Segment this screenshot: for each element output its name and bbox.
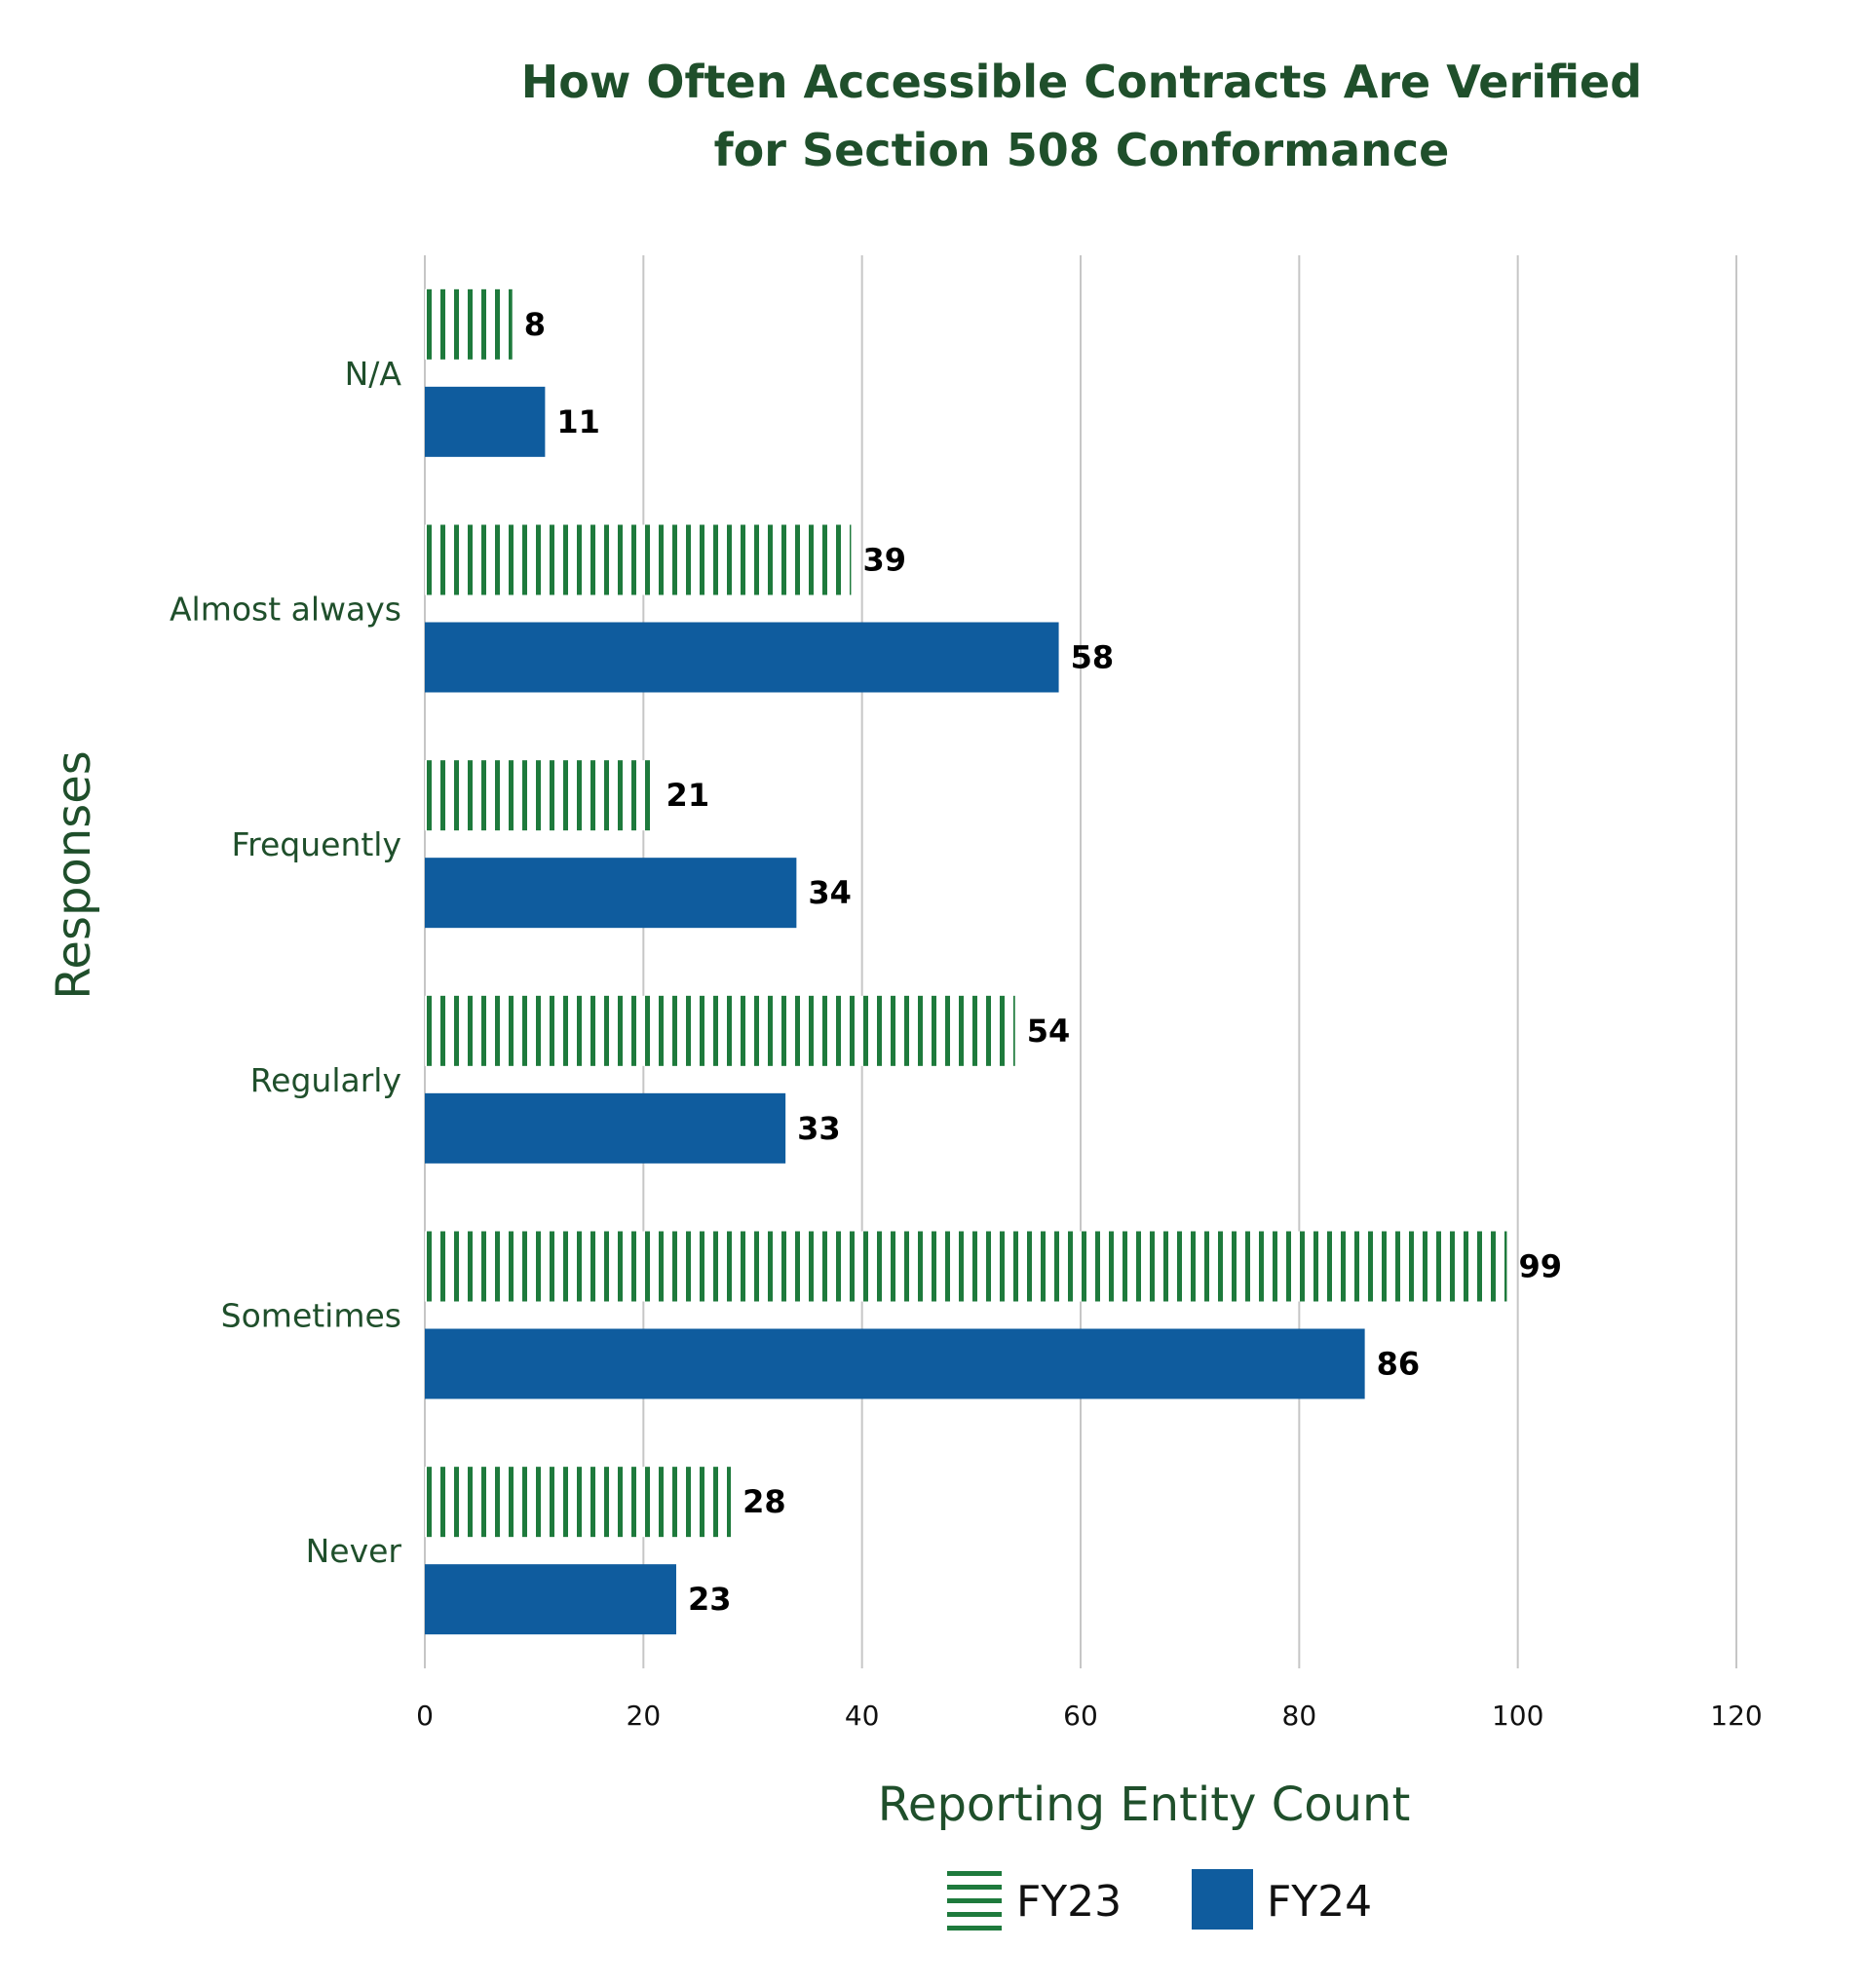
bars bbox=[425, 288, 1507, 1635]
bar-fy24-0 bbox=[425, 386, 546, 457]
category-label: Sometimes bbox=[221, 1297, 401, 1335]
bar-fy23-3 bbox=[425, 995, 1015, 1066]
data-label-fy24-1: 58 bbox=[1071, 639, 1115, 676]
data-label-fy23-4: 99 bbox=[1518, 1248, 1562, 1285]
bar-fy23-2 bbox=[425, 760, 655, 831]
data-label-fy24-0: 11 bbox=[556, 403, 600, 440]
category-labels: N/A Almost always Frequently Regularly Somet… bbox=[170, 355, 401, 1570]
category-label: Never bbox=[306, 1532, 402, 1570]
x-tick-label: 120 bbox=[1710, 1700, 1762, 1732]
data-label-fy24-3: 33 bbox=[797, 1110, 841, 1147]
data-label-fy23-2: 21 bbox=[666, 777, 710, 814]
chart-title-line-2: for Section 508 Conformance bbox=[714, 124, 1450, 176]
data-labels: 8 11 39 58 21 34 54 33 99 86 28 23 bbox=[524, 306, 1562, 1618]
x-tick-label: 20 bbox=[627, 1700, 662, 1732]
x-tick-label: 80 bbox=[1282, 1700, 1317, 1732]
bar-fy23-5 bbox=[425, 1467, 732, 1538]
data-label-fy24-4: 86 bbox=[1377, 1346, 1421, 1383]
category-label: N/A bbox=[345, 355, 402, 393]
legend: FY23 FY24 bbox=[947, 1868, 1372, 1932]
bar-fy24-1 bbox=[425, 622, 1059, 693]
legend-swatch-fy24 bbox=[1192, 1869, 1253, 1930]
data-label-fy23-3: 54 bbox=[1027, 1013, 1071, 1050]
y-axis-title: Responses bbox=[47, 750, 101, 1000]
category-label: Frequently bbox=[232, 825, 401, 863]
x-tick-label: 100 bbox=[1492, 1700, 1543, 1732]
x-tick-label: 40 bbox=[845, 1700, 880, 1732]
category-label: Regularly bbox=[250, 1061, 401, 1099]
data-label-fy23-5: 28 bbox=[742, 1483, 786, 1520]
bar-fy24-3 bbox=[425, 1092, 786, 1164]
bar-fy23-4 bbox=[425, 1231, 1507, 1302]
legend-label-fy23: FY23 bbox=[1016, 1877, 1122, 1927]
data-label-fy23-1: 39 bbox=[862, 542, 906, 579]
bar-fy24-5 bbox=[425, 1564, 676, 1635]
bar-fy24-4 bbox=[425, 1328, 1365, 1399]
x-tick-labels: 0 20 40 60 80 100 120 bbox=[416, 1700, 1763, 1732]
gridlines bbox=[424, 255, 1737, 1668]
legend-swatch-fy23 bbox=[947, 1868, 1002, 1932]
bar-fy24-2 bbox=[425, 858, 797, 929]
x-tick-label: 0 bbox=[416, 1700, 434, 1732]
x-axis-title: Reporting Entity Count bbox=[878, 1778, 1411, 1832]
data-label-fy24-2: 34 bbox=[808, 874, 852, 911]
data-label-fy24-5: 23 bbox=[688, 1581, 732, 1618]
legend-label-fy24: FY24 bbox=[1267, 1877, 1372, 1927]
bar-fy23-0 bbox=[425, 288, 513, 360]
bar-fy23-1 bbox=[425, 524, 852, 595]
chart-title-line-1: How Often Accessible Contracts Are Verif… bbox=[521, 56, 1642, 108]
x-tick-label: 60 bbox=[1063, 1700, 1098, 1732]
category-label: Almost always bbox=[170, 591, 401, 629]
data-label-fy23-0: 8 bbox=[524, 306, 546, 343]
